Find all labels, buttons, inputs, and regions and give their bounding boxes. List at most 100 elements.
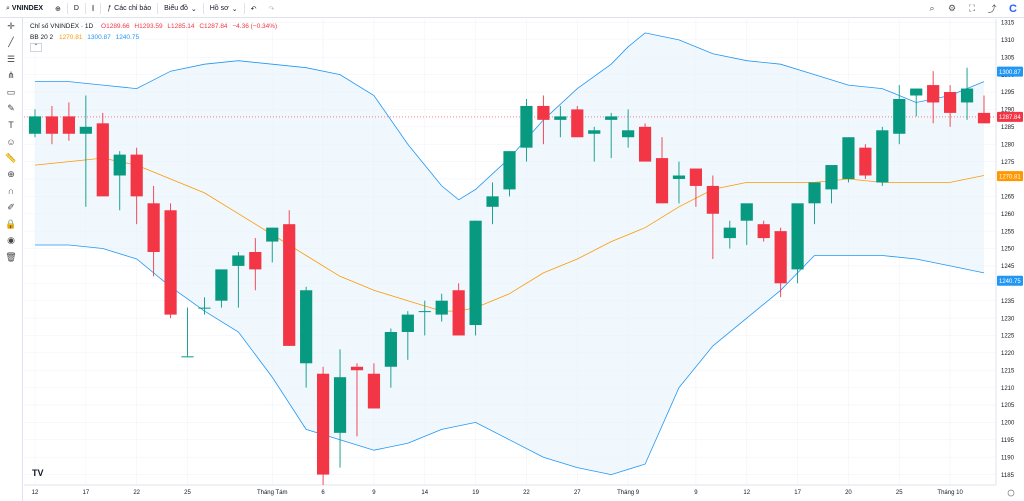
time-tick-label: 22 bbox=[133, 490, 140, 496]
top-toolbar: ⌕ VNINDEX ⊕ D ⫾ ƒ Các chỉ báo Biểu đồ ⌄ … bbox=[0, 0, 1024, 18]
time-tick-label: 25 bbox=[184, 490, 191, 496]
candle-body bbox=[28, 116, 42, 134]
interval-button[interactable]: D bbox=[68, 0, 85, 17]
chart-menu-button[interactable]: Biểu đồ ⌄ bbox=[158, 0, 203, 17]
bb-basis-value: 1270.81 bbox=[58, 34, 83, 41]
candle-body bbox=[384, 331, 397, 367]
lock-icon[interactable]: 🔒 bbox=[5, 218, 17, 229]
divider bbox=[202, 3, 204, 14]
candle-body bbox=[401, 314, 414, 332]
candle-body bbox=[249, 252, 262, 270]
fullscreen-button[interactable]: ⛶ bbox=[962, 0, 982, 17]
time-tick-label: 9 bbox=[372, 490, 376, 496]
price-tick-label: 1200 bbox=[1001, 421, 1015, 427]
symbol-search[interactable]: ⌕ VNINDEX bbox=[0, 0, 49, 17]
symbol-title: Chỉ số VNINDEX · 1D bbox=[30, 23, 94, 30]
price-axis[interactable]: 1185 1190 1195 1200 1205 1210 1215 1220 1225 1230… bbox=[1001, 21, 1015, 479]
divider bbox=[100, 3, 102, 14]
zoom-in-icon[interactable]: ⊕ bbox=[7, 169, 15, 180]
text-icon[interactable]: T bbox=[8, 120, 14, 131]
price-tick-label: 1295 bbox=[1001, 90, 1015, 96]
candle-body bbox=[232, 255, 245, 266]
price-tick-label: 1290 bbox=[1001, 108, 1015, 114]
horizontal-lines-icon[interactable]: ☰ bbox=[6, 53, 16, 64]
candle-body bbox=[554, 116, 567, 120]
rectangle-icon[interactable]: ▭ bbox=[6, 86, 16, 97]
candle-body bbox=[198, 307, 211, 309]
candle-body bbox=[503, 151, 516, 190]
time-tick-label: Tháng 10 bbox=[937, 490, 963, 496]
candle-body bbox=[655, 158, 669, 204]
chart-type-button[interactable]: ⫾ bbox=[86, 0, 100, 17]
legend-collapse-button[interactable]: ⌃ bbox=[30, 43, 42, 52]
candle-body bbox=[876, 130, 889, 183]
crosshair-icon[interactable]: ✛ bbox=[7, 20, 15, 31]
eye-icon[interactable]: ◉ bbox=[7, 235, 15, 246]
quick-search-button[interactable]: ⌕ bbox=[922, 0, 942, 17]
low-value: L1285.14 bbox=[167, 23, 195, 30]
candle-body bbox=[486, 196, 499, 207]
candle-body bbox=[689, 168, 703, 186]
candle-body bbox=[977, 112, 991, 124]
candle-body bbox=[113, 154, 126, 176]
time-axis[interactable]: 12 17 22 25 Tháng Tám 6 9 14 19 22 27 Tháng 9 9 12 17 2… bbox=[32, 489, 1015, 497]
magnet-icon[interactable]: ∩ bbox=[7, 186, 15, 197]
price-tick-label: 1225 bbox=[1001, 334, 1015, 340]
emoji-icon[interactable]: ☺ bbox=[6, 136, 16, 147]
ruler-icon[interactable]: 📏 bbox=[5, 152, 17, 163]
price-tick-label: 1235 bbox=[1001, 299, 1015, 305]
profile-menu-button[interactable]: Hồ sơ ⌄ bbox=[204, 0, 244, 17]
candle-body bbox=[367, 373, 381, 409]
candle-body bbox=[859, 147, 872, 176]
trend-line-icon[interactable]: ╱ bbox=[8, 37, 14, 48]
candle-body bbox=[435, 300, 448, 315]
time-tick-label: Tháng Tám bbox=[257, 490, 288, 496]
time-tick-label: 14 bbox=[421, 490, 428, 496]
undo-icon: ↶ bbox=[250, 5, 257, 13]
candle-body bbox=[181, 356, 194, 358]
pitchfork-icon[interactable]: ⋔ bbox=[7, 70, 15, 81]
candle-body bbox=[893, 98, 906, 134]
settings-button[interactable]: ⚙ bbox=[942, 0, 962, 17]
candle-body bbox=[418, 311, 431, 313]
gear-icon: ⚙ bbox=[947, 3, 957, 13]
candle-body bbox=[638, 126, 652, 162]
undo-button[interactable]: ↶ bbox=[245, 0, 263, 17]
price-tag-label: 1300.87 bbox=[999, 70, 1021, 76]
candle-body bbox=[96, 123, 109, 197]
divider bbox=[66, 3, 68, 14]
candle-body bbox=[672, 175, 686, 179]
time-tick-label: 19 bbox=[472, 490, 479, 496]
price-labels: 1300.87 1287.84 1270.81 1240.75 bbox=[997, 66, 1023, 286]
profile-menu-label: Hồ sơ bbox=[209, 5, 229, 12]
add-symbol-button[interactable]: ⊕ bbox=[49, 0, 67, 17]
redo-icon: ↷ bbox=[268, 5, 275, 13]
price-tag-label: 1287.84 bbox=[999, 115, 1021, 121]
price-tick-label: 1305 bbox=[1001, 55, 1015, 61]
snapshot-button[interactable]: ⤴ bbox=[982, 0, 1002, 17]
candle-body bbox=[316, 373, 330, 475]
plus-circle-icon: ⊕ bbox=[55, 5, 61, 13]
brush-icon[interactable]: ✎ bbox=[7, 103, 15, 114]
drawing-toolbar: ✛ ╱ ☰ ⋔ ▭ ✎ T ☺ 📏 ⊕ ∩ ✐ 🔒 ◉ 🗑 bbox=[0, 18, 23, 501]
candle-body bbox=[520, 105, 533, 148]
price-tick-label: 1250 bbox=[1001, 247, 1015, 253]
time-tick-label: 12 bbox=[743, 490, 750, 496]
candle-body bbox=[740, 203, 753, 221]
price-tick-label: 1245 bbox=[1001, 264, 1015, 270]
zoom-search-icon: ⌕ bbox=[929, 3, 935, 13]
bollinger-basis-line bbox=[34, 157, 985, 312]
trash-icon[interactable]: 🗑 bbox=[5, 251, 17, 262]
indicators-button[interactable]: ƒ Các chỉ báo bbox=[101, 0, 157, 17]
price-tick-label: 1185 bbox=[1001, 473, 1015, 479]
candle-body bbox=[723, 227, 736, 239]
candle-body bbox=[571, 109, 584, 138]
lock-drawing-icon[interactable]: ✐ bbox=[7, 202, 15, 213]
price-tick-label: 1285 bbox=[1001, 125, 1015, 131]
candle-body bbox=[537, 105, 550, 120]
price-tick-label: 1280 bbox=[1001, 142, 1015, 148]
time-tick-label: 12 bbox=[32, 490, 39, 496]
redo-button[interactable]: ↷ bbox=[262, 0, 280, 17]
price-tick-label: 1205 bbox=[1001, 403, 1015, 409]
